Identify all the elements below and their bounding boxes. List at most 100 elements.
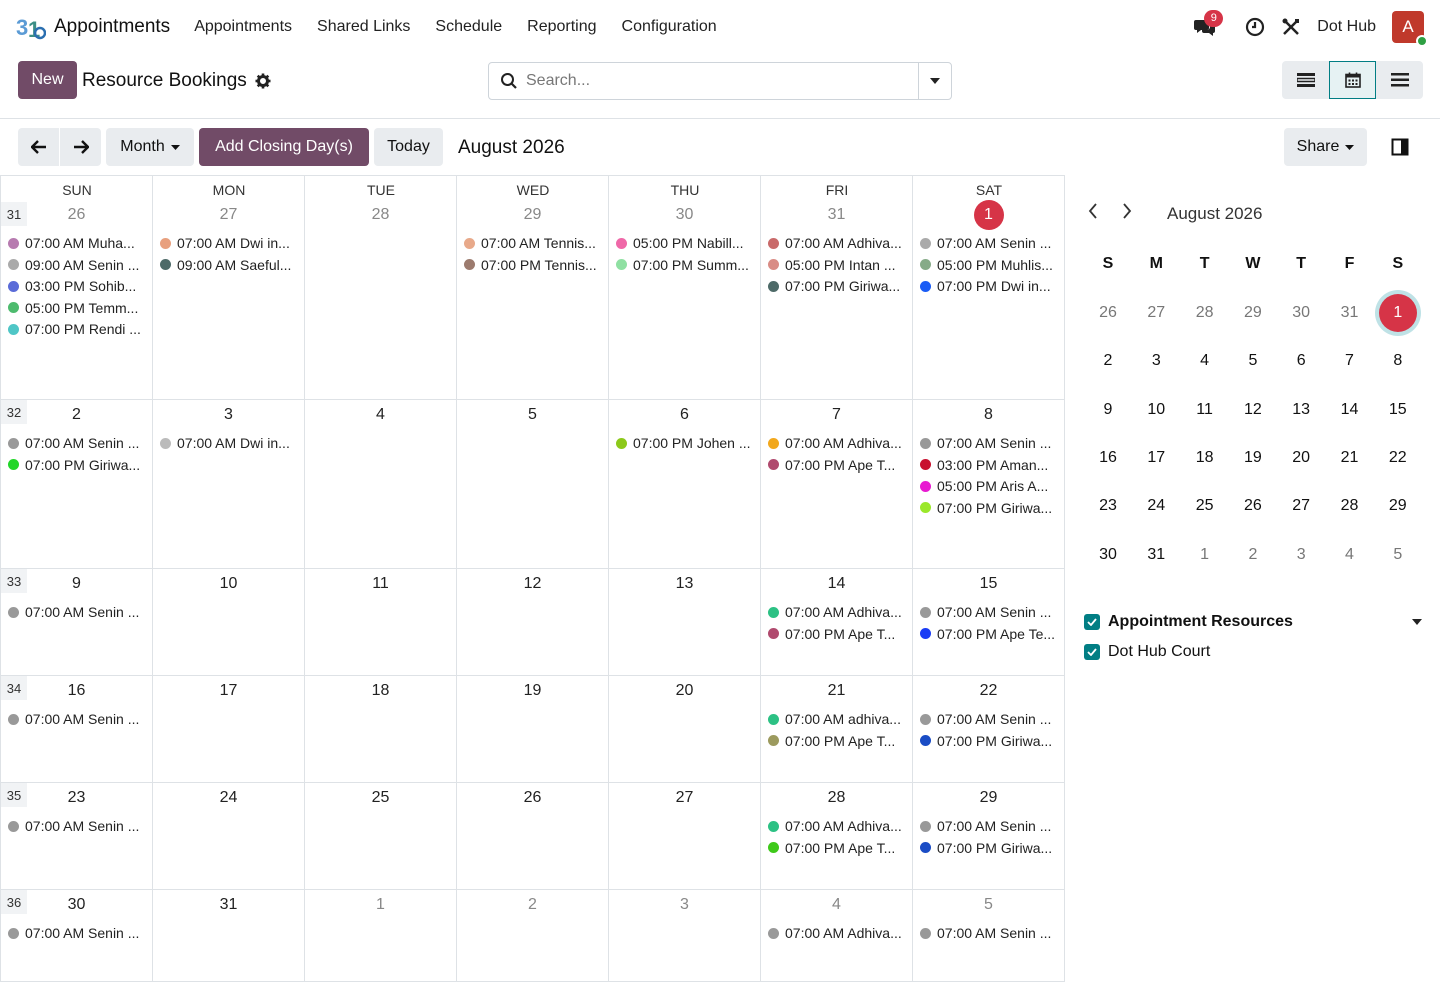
- calendar-event[interactable]: 07:00 AM Tennis...: [464, 233, 606, 253]
- table-view-button[interactable]: [1376, 61, 1423, 99]
- today-button[interactable]: Today: [374, 128, 443, 166]
- day-cell[interactable]: 27 07:00 AM Dwi in... 09:00 AM Saeful...: [153, 176, 305, 400]
- day-cell[interactable]: 28 07:00 AM Adhiva... 07:00 PM Ape T...: [761, 783, 913, 890]
- calendar-event[interactable]: 07:00 AM Senin ...: [8, 433, 150, 453]
- day-number[interactable]: 17: [219, 682, 238, 699]
- calendar-event[interactable]: 09:00 AM Senin ...: [8, 255, 150, 275]
- activity-button[interactable]: [1237, 9, 1273, 45]
- calendar-event[interactable]: 07:00 AM Senin ...: [8, 923, 150, 943]
- day-number[interactable]: 30: [67, 896, 86, 913]
- calendar-event[interactable]: 07:00 PM Dwi in...: [920, 276, 1062, 296]
- calendar-event[interactable]: 07:00 AM Adhiva...: [768, 233, 910, 253]
- day-cell[interactable]: 22 07:00 AM Senin ... 07:00 PM Giriwa...: [913, 676, 1065, 783]
- day-cell[interactable]: 32 2 07:00 AM Senin ... 07:00 PM Giriwa...: [1, 400, 153, 569]
- day-cell[interactable]: 1 07:00 AM Senin ... 05:00 PM Muhlis... 07:…: [913, 176, 1065, 400]
- new-button[interactable]: New: [18, 61, 77, 99]
- mini-calendar-day[interactable]: 29: [1374, 486, 1422, 526]
- day-number[interactable]: 25: [371, 789, 390, 806]
- calendar-event[interactable]: 05:00 PM Nabill...: [616, 233, 758, 253]
- calendar-event[interactable]: 07:00 AM Adhiva...: [768, 433, 910, 453]
- day-cell[interactable]: 15 07:00 AM Senin ... 07:00 PM Ape Te...: [913, 569, 1065, 676]
- search-input[interactable]: [518, 72, 918, 90]
- day-cell[interactable]: 21 07:00 AM adhiva... 07:00 PM Ape T...: [761, 676, 913, 783]
- day-number[interactable]: 6: [680, 406, 689, 423]
- day-number[interactable]: 31: [827, 206, 846, 223]
- day-number[interactable]: 28: [371, 206, 390, 223]
- calendar-event[interactable]: 07:00 AM Senin ...: [8, 816, 150, 836]
- mini-calendar-day[interactable]: 23: [1084, 486, 1132, 526]
- day-cell[interactable]: 5 07:00 AM Senin ...: [913, 890, 1065, 982]
- calendar-event[interactable]: 07:00 AM Adhiva...: [768, 923, 910, 943]
- filter-item[interactable]: Dot Hub Court: [1084, 637, 1424, 667]
- day-cell[interactable]: 29 07:00 AM Tennis... 07:00 PM Tennis...: [457, 176, 609, 400]
- mini-calendar-day[interactable]: 11: [1181, 390, 1229, 430]
- calendar-event[interactable]: 07:00 PM Tennis...: [464, 255, 606, 275]
- day-cell[interactable]: 30 05:00 PM Nabill... 07:00 PM Summ...: [609, 176, 761, 400]
- mini-calendar-day[interactable]: 17: [1132, 438, 1180, 478]
- calendar-event[interactable]: 05:00 PM Muhlis...: [920, 255, 1062, 275]
- day-number[interactable]: 2: [72, 406, 81, 423]
- calendar-event[interactable]: 07:00 AM Adhiva...: [768, 602, 910, 622]
- calendar-event[interactable]: 07:00 PM Giriwa...: [920, 731, 1062, 751]
- mini-calendar-day[interactable]: 26: [1229, 486, 1277, 526]
- calendar-event[interactable]: 07:00 PM Giriwa...: [8, 455, 150, 475]
- mini-calendar-day[interactable]: 24: [1132, 486, 1180, 526]
- day-number[interactable]: 21: [827, 682, 846, 699]
- calendar-event[interactable]: 07:00 AM Adhiva...: [768, 816, 910, 836]
- day-number[interactable]: 22: [979, 682, 998, 699]
- day-number[interactable]: 7: [832, 406, 841, 423]
- day-number[interactable]: 29: [979, 789, 998, 806]
- day-number[interactable]: 28: [827, 789, 846, 806]
- toggle-sidebar-button[interactable]: [1391, 138, 1409, 156]
- day-cell[interactable]: 33 9 07:00 AM Senin ...: [1, 569, 153, 676]
- chevron-left-icon[interactable]: [1088, 203, 1098, 219]
- mini-calendar-day[interactable]: 8: [1374, 341, 1422, 381]
- checkbox-checked-icon[interactable]: [1084, 644, 1100, 660]
- mini-calendar-day[interactable]: 9: [1084, 390, 1132, 430]
- calendar-event[interactable]: 07:00 AM adhiva...: [768, 709, 910, 729]
- calendar-event[interactable]: 07:00 AM Senin ...: [920, 923, 1062, 943]
- mini-calendar-day[interactable]: 25: [1181, 486, 1229, 526]
- day-cell[interactable]: 8 07:00 AM Senin ... 03:00 PM Aman... 05:00…: [913, 400, 1065, 569]
- day-number[interactable]: 5: [984, 896, 993, 913]
- day-number[interactable]: 14: [827, 575, 846, 592]
- day-cell[interactable]: 14 07:00 AM Adhiva... 07:00 PM Ape T...: [761, 569, 913, 676]
- day-cell[interactable]: 7 07:00 AM Adhiva... 07:00 PM Ape T...: [761, 400, 913, 569]
- day-number[interactable]: 18: [371, 682, 390, 699]
- day-number[interactable]: 16: [67, 682, 86, 699]
- day-cell[interactable]: 27: [609, 783, 761, 890]
- app-logo-icon[interactable]: 3 1: [16, 13, 47, 42]
- day-cell[interactable]: 3: [609, 890, 761, 982]
- day-number[interactable]: 29: [523, 206, 542, 223]
- mini-calendar-day[interactable]: 6: [1277, 341, 1325, 381]
- calendar-event[interactable]: 07:00 PM Ape T...: [768, 624, 910, 644]
- calendar-event[interactable]: 07:00 AM Muha...: [8, 233, 150, 253]
- calendar-view-button[interactable]: [1329, 61, 1376, 99]
- day-cell[interactable]: 18: [305, 676, 457, 783]
- mini-calendar-day[interactable]: 27: [1277, 486, 1325, 526]
- scale-dropdown[interactable]: Month: [106, 128, 194, 166]
- day-cell[interactable]: 31 26 07:00 AM Muha... 09:00 AM Senin ... 03…: [1, 176, 153, 400]
- menu-reporting[interactable]: Reporting: [527, 17, 597, 35]
- day-cell[interactable]: 24: [153, 783, 305, 890]
- day-number[interactable]: 26: [523, 789, 542, 806]
- day-cell[interactable]: 34 16 07:00 AM Senin ...: [1, 676, 153, 783]
- calendar-event[interactable]: 07:00 AM Senin ...: [920, 433, 1062, 453]
- calendar-event[interactable]: 07:00 AM Senin ...: [920, 602, 1062, 622]
- mini-calendar-day[interactable]: 30: [1084, 535, 1132, 575]
- day-cell[interactable]: 35 23 07:00 AM Senin ...: [1, 783, 153, 890]
- day-cell[interactable]: 12: [457, 569, 609, 676]
- day-cell[interactable]: 31 07:00 AM Adhiva... 05:00 PM Intan ... 07…: [761, 176, 913, 400]
- day-cell[interactable]: 11: [305, 569, 457, 676]
- calendar-event[interactable]: 07:00 AM Senin ...: [8, 602, 150, 622]
- mini-calendar-day[interactable]: 4: [1181, 341, 1229, 381]
- mini-calendar-day[interactable]: 19: [1229, 438, 1277, 478]
- mini-calendar-day[interactable]: 18: [1181, 438, 1229, 478]
- mini-calendar-day[interactable]: 27: [1132, 293, 1180, 333]
- mini-calendar-day[interactable]: 30: [1277, 293, 1325, 333]
- mini-calendar-day[interactable]: 28: [1181, 293, 1229, 333]
- day-number[interactable]: 4: [832, 896, 841, 913]
- mini-calendar-day[interactable]: 21: [1326, 438, 1374, 478]
- add-closing-days-button[interactable]: Add Closing Day(s): [199, 128, 369, 166]
- calendar-event[interactable]: 07:00 PM Rendi ...: [8, 319, 150, 339]
